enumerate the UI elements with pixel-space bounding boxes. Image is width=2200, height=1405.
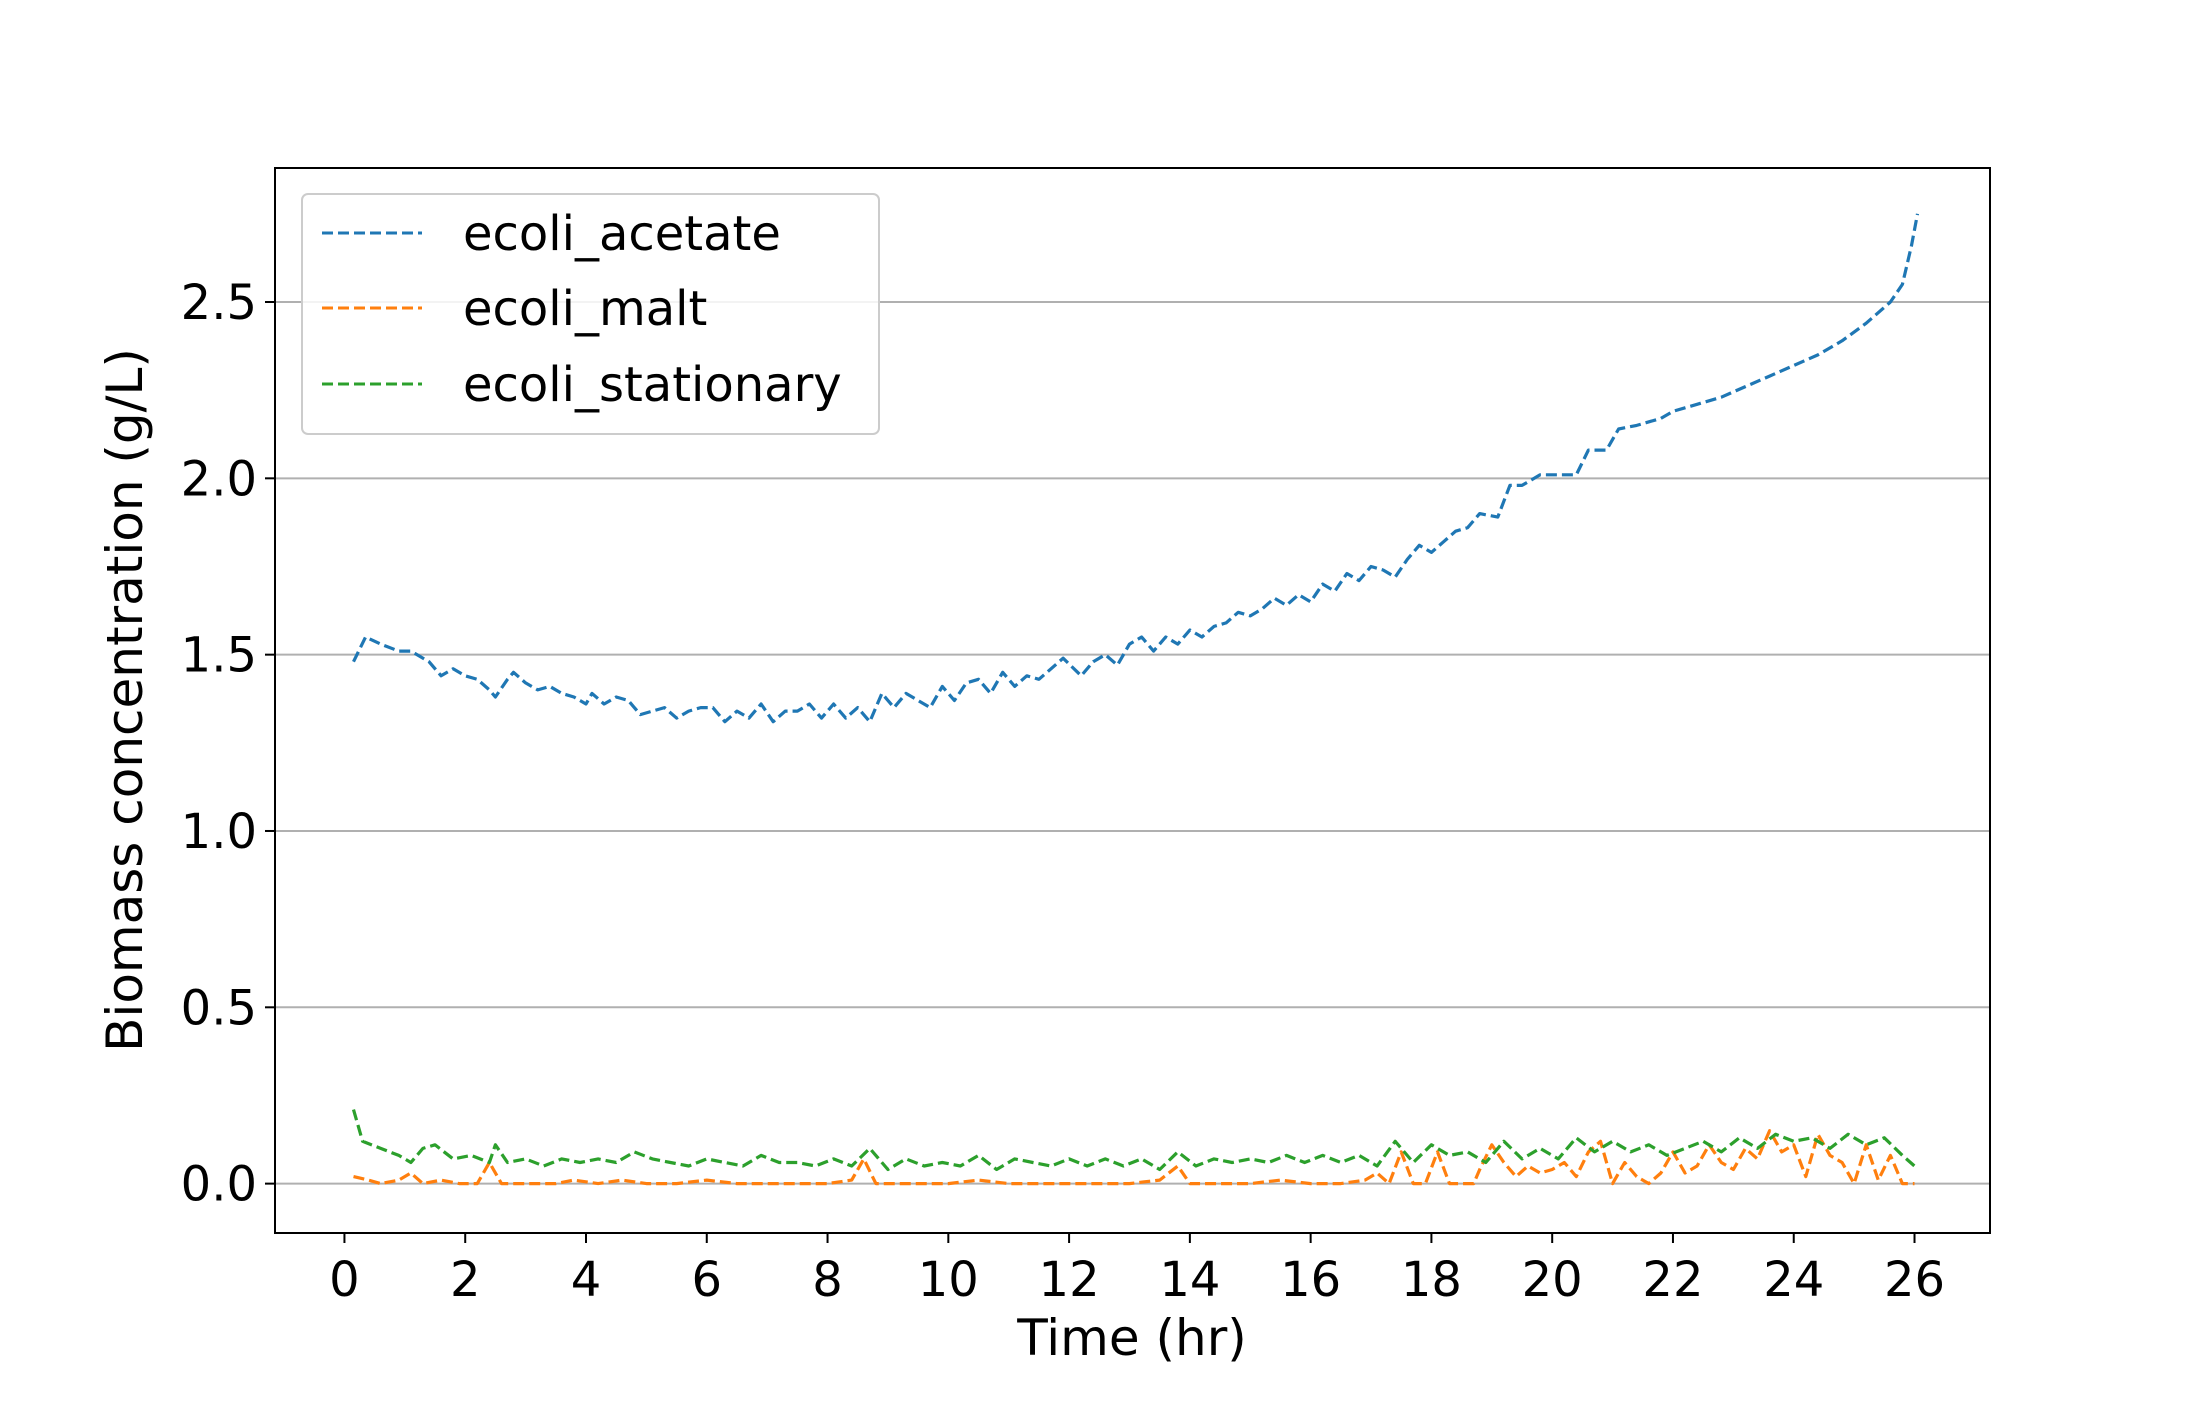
y-axis-title: Biomass concentration (g/L) <box>96 348 154 1052</box>
x-tick-label: 20 <box>1522 1252 1583 1308</box>
x-tick-label: 6 <box>691 1252 722 1308</box>
x-tick-label: 2 <box>450 1252 481 1308</box>
legend: ecoli_acetate ecoli_malt ecoli_stationar… <box>301 193 880 435</box>
y-tick-label: 1.5 <box>181 628 257 684</box>
x-axis-title: Time (hr) <box>1016 1309 1247 1367</box>
y-tick-label: 2.5 <box>181 275 257 331</box>
series-line-ecoli-acetate <box>352 213 1920 724</box>
plot-frame <box>274 167 1991 1234</box>
x-tick-label: 14 <box>1159 1252 1220 1308</box>
y-tick-label: 1.0 <box>181 804 257 860</box>
y-tick-label: 2.0 <box>181 451 257 507</box>
legend-label-ecoli-malt: ecoli_malt <box>463 281 707 337</box>
x-tick-label: 22 <box>1642 1252 1703 1308</box>
legend-label-ecoli-acetate: ecoli_acetate <box>463 206 781 262</box>
x-tick-label: 10 <box>918 1252 979 1308</box>
x-tick-label: 16 <box>1280 1252 1341 1308</box>
x-tick-label: 18 <box>1401 1252 1462 1308</box>
legend-box <box>301 193 880 435</box>
grid-layer <box>275 301 1990 1185</box>
series-layer <box>351 213 1920 1186</box>
y-axis: 0.0 0.5 1.0 1.5 2.0 2.5 <box>181 275 275 1213</box>
x-tick-label: 0 <box>329 1252 360 1308</box>
x-axis: 0 2 4 6 8 10 12 14 16 18 20 22 24 26 <box>329 1233 1945 1308</box>
series-line-ecoli-stationary <box>351 1109 1916 1172</box>
legend-label-ecoli-stationary: ecoli_stationary <box>463 357 842 413</box>
x-tick-label: 24 <box>1763 1252 1824 1308</box>
x-tick-label: 8 <box>812 1252 843 1308</box>
x-tick-label: 12 <box>1039 1252 1100 1308</box>
y-tick-label: 0.0 <box>181 1157 257 1213</box>
x-tick-label: 4 <box>571 1252 602 1308</box>
x-tick-label: 26 <box>1884 1252 1945 1308</box>
y-tick-label: 0.5 <box>181 980 257 1036</box>
series-line-ecoli-malt <box>353 1129 1915 1186</box>
